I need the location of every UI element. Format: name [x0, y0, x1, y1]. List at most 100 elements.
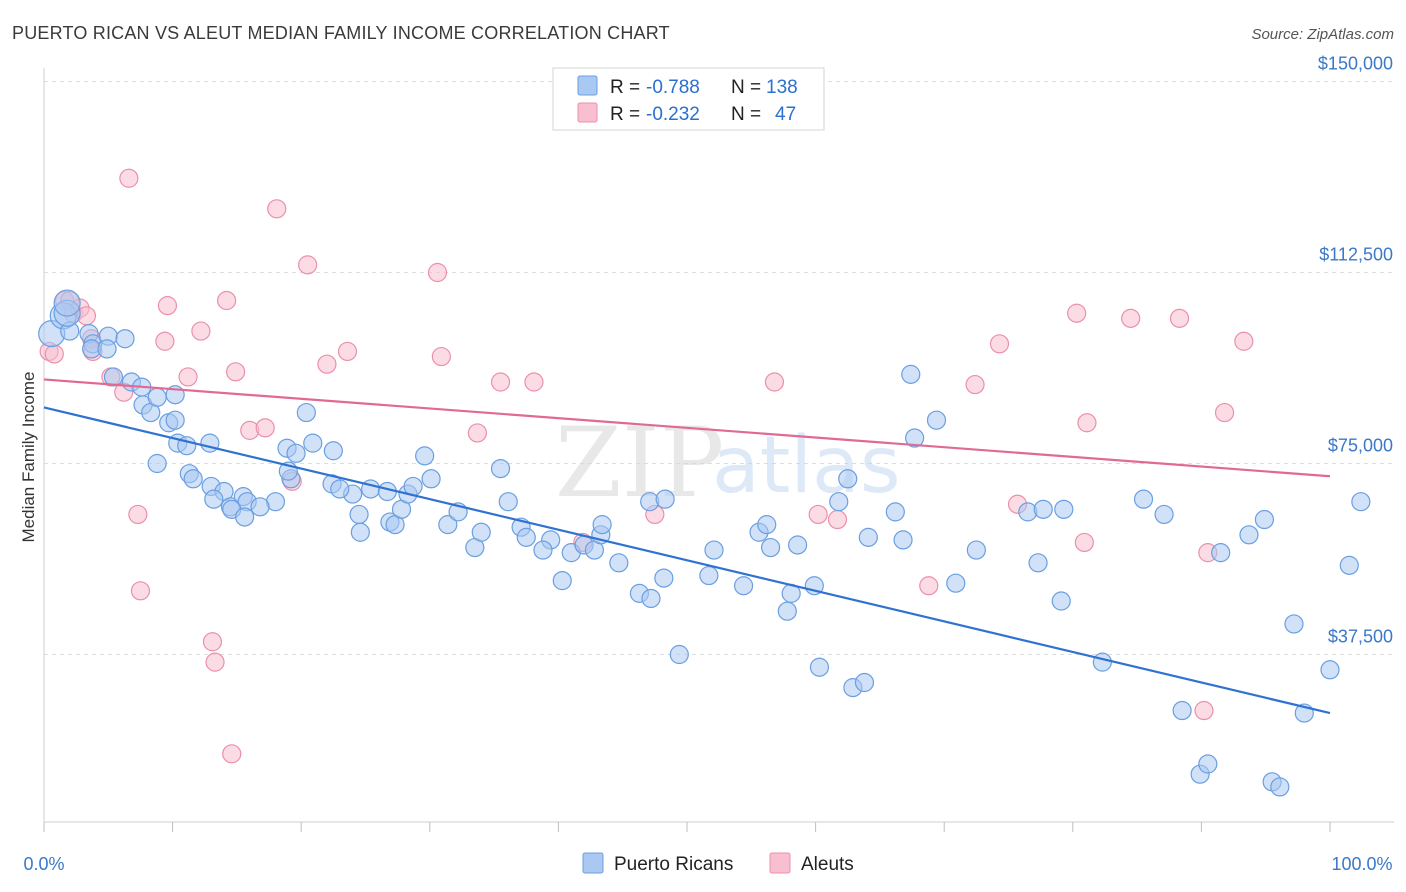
aleut-point — [467, 423, 487, 443]
aleut-point — [431, 346, 451, 367]
aleut-point — [524, 372, 544, 392]
puerto-rican-point — [1198, 754, 1218, 774]
puerto-rican-point — [1339, 555, 1359, 575]
puerto-rican-point — [829, 492, 849, 512]
bottom-legend-label-aleuts: Aleuts — [801, 854, 854, 875]
puerto-rican-point — [1092, 652, 1112, 672]
aleut-point — [1214, 402, 1235, 423]
aleut-point — [827, 509, 848, 530]
aleuts-points — [39, 168, 1254, 764]
aleut-point — [764, 372, 785, 392]
puerto-rican-point — [654, 568, 674, 588]
puerto-rican-point — [733, 576, 754, 596]
puerto-rican-point — [415, 446, 435, 466]
aleut-point — [1077, 413, 1097, 433]
aleut-point — [267, 199, 287, 219]
puerto-rican-point — [183, 469, 203, 489]
puerto-rican-point — [1284, 614, 1304, 634]
aleut-point — [427, 262, 448, 283]
puerto-rican-point — [1270, 777, 1290, 797]
legend-r-value-2: -0.232 — [646, 104, 700, 125]
puerto-rican-point — [885, 502, 905, 522]
puerto-rican-point — [349, 504, 369, 525]
aleut-point — [337, 341, 358, 362]
legend-swatch-aleuts — [577, 102, 598, 123]
aleut-point — [119, 168, 139, 188]
puerto-rican-point — [893, 530, 913, 550]
puerto-rican-point — [1154, 504, 1174, 525]
puerto-rican-point — [1033, 499, 1053, 519]
aleut-point — [128, 504, 148, 525]
aleut-point — [255, 418, 275, 438]
aleut-point — [1074, 532, 1094, 553]
legend-r-value-1: -0.788 — [646, 77, 700, 98]
puerto-rican-point — [704, 540, 724, 560]
puerto-ricans-trendline — [43, 406, 1331, 715]
puerto-rican-point — [777, 601, 797, 621]
y-tick-label: $150,000 — [1318, 54, 1393, 74]
bottom-legend-swatch-puerto-ricans — [582, 852, 604, 874]
y-axis-label: Median Family Income — [19, 371, 38, 542]
aleut-point — [155, 331, 175, 351]
puerto-rican-point — [250, 497, 270, 517]
legend-n-value-1: 138 — [766, 77, 798, 98]
legend-n-label-2: N = — [731, 104, 761, 125]
puerto-rican-point — [905, 428, 925, 448]
puerto-rican-point — [1239, 525, 1259, 545]
puerto-rican-point — [1351, 492, 1371, 512]
aleut-point — [490, 372, 511, 392]
y-axis-tick-labels: $37,500 $75,000 $112,500 $150,000 — [1318, 54, 1393, 647]
puerto-rican-point — [1172, 700, 1192, 721]
bottom-legend-swatch-aleuts — [769, 852, 791, 874]
legend-swatch-puerto-ricans — [577, 75, 598, 96]
puerto-rican-point — [592, 515, 612, 535]
puerto-rican-point — [438, 515, 458, 535]
aleut-point — [44, 344, 64, 364]
puerto-rican-point — [421, 469, 441, 489]
aleut-point — [1067, 303, 1087, 323]
puerto-rican-point — [669, 644, 689, 665]
puerto-rican-point — [1211, 543, 1231, 563]
puerto-rican-point — [854, 672, 875, 693]
puerto-rican-point — [858, 527, 878, 547]
puerto-rican-point — [165, 410, 185, 430]
puerto-rican-point — [115, 329, 135, 349]
puerto-rican-point — [516, 527, 536, 547]
aleut-point — [919, 576, 939, 596]
aleut-point — [1194, 700, 1214, 721]
aleut-point — [217, 290, 237, 311]
puerto-rican-point — [296, 402, 316, 423]
puerto-rican-point — [760, 537, 781, 558]
puerto-rican-point — [609, 553, 629, 573]
puerto-ricans-points — [38, 289, 1371, 797]
puerto-rican-point — [655, 489, 675, 509]
aleut-point — [178, 367, 198, 387]
aleut-point — [1121, 308, 1141, 328]
plot-area: ZIP atlas — [38, 68, 1394, 832]
watermark-atlas: atlas — [712, 421, 901, 511]
puerto-rican-point — [53, 289, 81, 317]
puerto-rican-point — [350, 522, 370, 542]
puerto-rican-point — [1320, 660, 1340, 680]
puerto-rican-point — [97, 339, 117, 359]
puerto-rican-point — [533, 540, 553, 560]
puerto-rican-point — [838, 469, 858, 489]
puerto-rican-point — [147, 453, 167, 474]
chart-title: PUERTO RICAN VS ALEUT MEDIAN FAMILY INCO… — [12, 23, 670, 43]
watermark-zip: ZIP — [555, 407, 724, 519]
legend-box — [552, 67, 825, 131]
chart-source: Source: ZipAtlas.com — [1251, 26, 1394, 43]
y-tick-label: $112,500 — [1319, 245, 1393, 265]
x-tick-label-min: 0.0% — [23, 854, 64, 874]
puerto-rican-point — [330, 479, 350, 499]
puerto-rican-point — [490, 458, 511, 479]
puerto-rican-point — [966, 540, 986, 560]
puerto-rican-point — [641, 588, 661, 609]
aleut-point — [205, 652, 225, 672]
legend-n-value-2: 47 — [775, 104, 796, 125]
puerto-rican-point — [809, 657, 830, 677]
puerto-rican-point — [699, 565, 719, 586]
y-tick-label: $37,500 — [1328, 627, 1393, 647]
puerto-rican-point — [147, 387, 167, 407]
